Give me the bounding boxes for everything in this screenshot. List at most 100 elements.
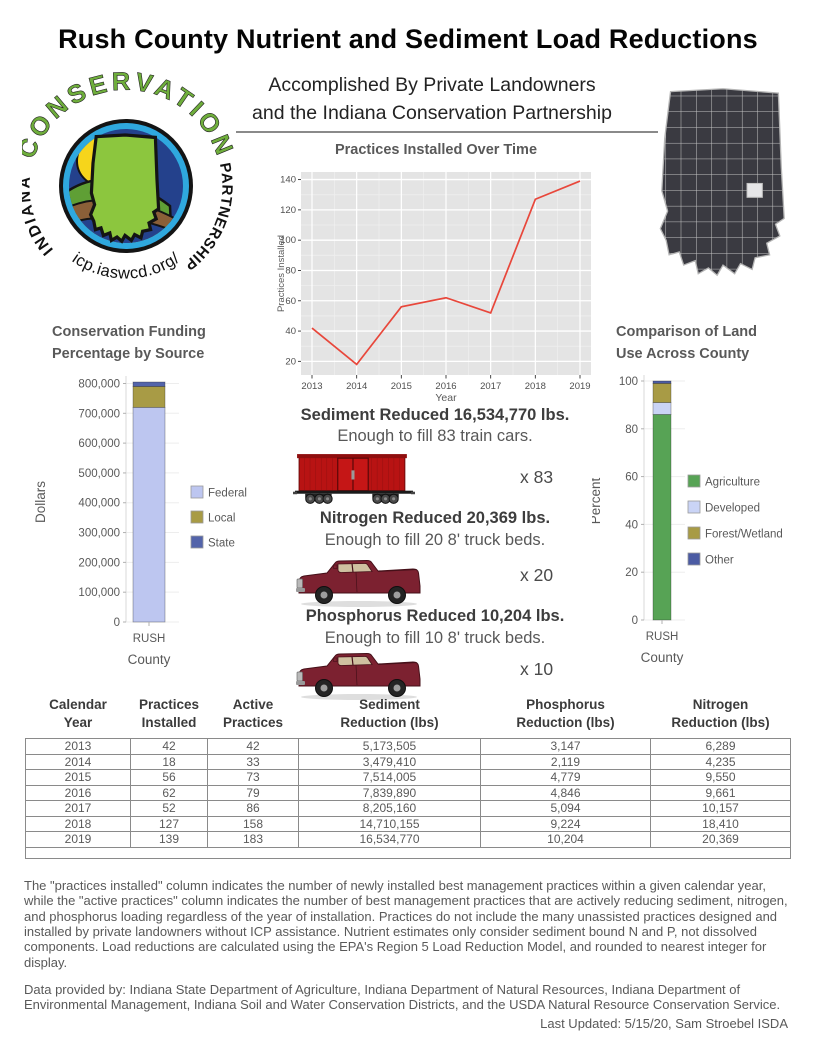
y-tick-label: 0 [114, 617, 120, 629]
y-tick-label: 500,000 [78, 468, 120, 480]
funding-bar-chart: 0 100,000 200,000 300,000 400,000 500,000 600,… [33, 376, 247, 667]
legend-label: Developed [705, 503, 760, 515]
legend-label: Federal [208, 488, 247, 500]
y-tick-label: 20 [625, 567, 638, 579]
table-cell: 139 [130, 831, 208, 848]
county-highlight-rush [746, 182, 763, 198]
table-cell: 3,147 [480, 738, 651, 755]
bar-segment-local [132, 386, 166, 408]
table-cell: 86 [207, 800, 299, 817]
logo-arc-left-text: INDIANA [22, 174, 55, 258]
legend-label: Local [208, 513, 236, 525]
y-tick-label: 800,000 [78, 378, 120, 390]
category-label: RUSH [133, 633, 166, 645]
data-sources-note: Data provided by: Indiana State Departme… [24, 982, 781, 1013]
table-cell: 33 [207, 753, 299, 771]
table-cell: 10,204 [480, 831, 651, 848]
funding-title-line2: Percentage by Source [52, 345, 205, 362]
y-tick-label: 40 [625, 519, 638, 531]
svg-text:icp.iaswcd.org/: icp.iaswcd.org/ [69, 249, 183, 282]
legend-swatch [687, 526, 701, 540]
table-cell: 2019 [25, 831, 131, 848]
legend-swatch [190, 535, 204, 549]
table-padding-row [25, 846, 791, 859]
x-tick-label: 2014 [346, 381, 367, 392]
table-cell: 14,710,155 [298, 815, 481, 833]
table-cell: 4,235 [650, 753, 791, 771]
y-tick-label: 100 [619, 376, 638, 388]
indiana-county-map [659, 88, 785, 276]
table-cell: 79 [207, 784, 299, 802]
line-chart-title: Practices Installed Over Time [334, 142, 538, 158]
table-row: 2017 52 86 8,205,160 5,094 10,157 [25, 800, 791, 817]
y-tick-label: 80 [285, 265, 296, 276]
train-boxcar-icon [293, 454, 415, 504]
table-header-cell: Sediment Reduction (lbs) [340, 697, 439, 730]
page-title: Rush County Nutrient and Sediment Load R… [58, 24, 758, 54]
table-row: 2014 18 33 3,479,410 2,119 4,235 [25, 753, 791, 771]
y-tick-label: 140 [280, 175, 296, 186]
pickup-truck-icon [296, 652, 421, 700]
phosphorus-stat-subtitle: Enough to fill 10 8' truck beds. [324, 629, 546, 647]
table-header-cell: Phosphorus Reduction (lbs) [516, 697, 615, 730]
landuse-title-line2: Use Across County [616, 345, 750, 362]
table-cell: 42 [130, 738, 208, 755]
x-tick-label: 2016 [435, 381, 456, 392]
table-cell: 2014 [25, 753, 131, 771]
y-axis-label: Practices Installed [277, 235, 287, 312]
page-subtitle: Accomplished By Private Landowners and t… [207, 72, 657, 127]
x-tick-label: 2019 [569, 381, 590, 392]
table-cell: 8,205,160 [298, 800, 481, 817]
table-cell: 18,410 [650, 815, 791, 833]
y-tick-label: 700,000 [78, 408, 120, 420]
table-cell: 16,534,770 [298, 831, 481, 848]
county-borders [660, 88, 785, 276]
table-row: 2019 139 183 16,534,770 10,204 20,369 [25, 831, 791, 848]
nitrogen-multiplier: x 20 [520, 565, 554, 585]
table-cell: 20,369 [650, 831, 791, 848]
y-tick-label: 400,000 [78, 498, 120, 510]
legend-swatch [687, 500, 701, 514]
nitrogen-stat-subtitle: Enough to fill 20 8' truck beds. [324, 531, 546, 549]
legend-swatch [687, 552, 701, 566]
table-cell: 73 [207, 769, 299, 786]
legend-swatch [190, 510, 204, 524]
line-chart-practices-over-time: 20 40 60 80 100 120 140 2013 2014 2015 2016 2017 201… [277, 172, 591, 404]
bar-segment-developed [652, 402, 672, 415]
logo-url-text: icp.iaswcd.org/ [69, 249, 183, 282]
table-cell: 2016 [25, 784, 131, 802]
methodology-note: The "practices installed" column indicat… [24, 878, 788, 970]
table-cell: 52 [130, 800, 208, 817]
table-cell: 2015 [25, 769, 131, 786]
legend-label: Other [705, 555, 734, 567]
icp-logo: CONSERVATION INDIANA PARTNERSHIP icp.ias… [22, 67, 236, 282]
table-row: 2013 42 42 5,173,505 3,147 6,289 [25, 738, 791, 755]
pickup-truck-icon [296, 559, 421, 607]
data-series-line [311, 180, 581, 366]
table-cell: 2017 [25, 800, 131, 817]
table-cell: 7,514,005 [298, 769, 481, 786]
sediment-stat-subtitle: Enough to fill 83 train cars. [337, 427, 533, 445]
table-row: 2018 127 158 14,710,155 9,224 18,410 [25, 815, 791, 833]
y-tick-label: 20 [285, 356, 296, 367]
x-tick-label: 2013 [301, 381, 322, 392]
x-axis-label: County [641, 650, 684, 665]
table-cell: 7,839,890 [298, 784, 481, 802]
x-tick-label: 2015 [391, 381, 412, 392]
sediment-stat-title: Sediment Reduced 16,534,770 lbs. [300, 406, 570, 424]
table-cell: 5,094 [480, 800, 651, 817]
y-tick-label: 0 [632, 615, 638, 627]
category-label: RUSH [646, 631, 679, 643]
legend-label: Forest/Wetland [705, 529, 783, 541]
bar-segment-forest-wetland [652, 383, 672, 403]
x-tick-label: 2017 [480, 381, 501, 392]
bar-segment-agriculture [652, 414, 672, 621]
table-row: 2015 56 73 7,514,005 4,779 9,550 [25, 769, 791, 786]
table-cell: 5,173,505 [298, 738, 481, 755]
y-tick-label: 40 [285, 326, 296, 337]
phosphorus-stat-title: Phosphorus Reduced 10,204 lbs. [305, 607, 565, 625]
table-cell: 42 [207, 738, 299, 755]
y-tick-label: 300,000 [78, 528, 120, 540]
subtitle-underline [236, 131, 658, 133]
